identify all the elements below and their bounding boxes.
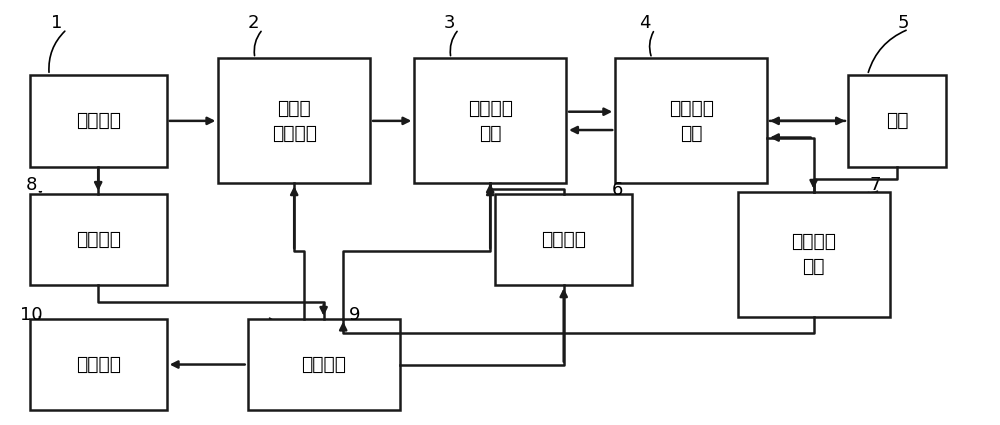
Text: 10: 10 bbox=[20, 306, 43, 323]
Text: 7: 7 bbox=[870, 176, 881, 194]
Bar bbox=[615, 58, 767, 183]
Text: 人眼: 人眼 bbox=[886, 111, 908, 130]
Text: 2: 2 bbox=[247, 14, 259, 32]
Text: 1: 1 bbox=[51, 14, 63, 32]
Text: 光束扫描
模块: 光束扫描 模块 bbox=[468, 99, 513, 143]
Text: 瞳孔监测
模块: 瞳孔监测 模块 bbox=[791, 232, 836, 276]
Text: 3: 3 bbox=[443, 14, 455, 32]
Text: 9: 9 bbox=[349, 306, 361, 323]
Bar bbox=[414, 58, 566, 183]
Text: 光源模块: 光源模块 bbox=[76, 111, 121, 130]
Text: 5: 5 bbox=[898, 14, 910, 32]
Text: 4: 4 bbox=[639, 14, 651, 32]
Bar bbox=[738, 192, 890, 317]
Text: 自适应
光学模块: 自适应 光学模块 bbox=[272, 99, 317, 143]
Bar bbox=[30, 75, 167, 167]
Text: 探测模块: 探测模块 bbox=[76, 230, 121, 249]
Text: 输出模块: 输出模块 bbox=[76, 355, 121, 374]
Text: 8: 8 bbox=[26, 176, 37, 194]
Bar bbox=[495, 194, 632, 286]
Text: 控制模块: 控制模块 bbox=[301, 355, 346, 374]
Bar bbox=[848, 75, 946, 167]
Text: 6: 6 bbox=[612, 181, 623, 198]
Bar bbox=[30, 319, 167, 411]
Bar bbox=[218, 58, 370, 183]
Text: 离焦补偿
模块: 离焦补偿 模块 bbox=[669, 99, 714, 143]
Bar bbox=[30, 194, 167, 286]
Text: 视标模块: 视标模块 bbox=[541, 230, 586, 249]
Bar bbox=[248, 319, 400, 411]
